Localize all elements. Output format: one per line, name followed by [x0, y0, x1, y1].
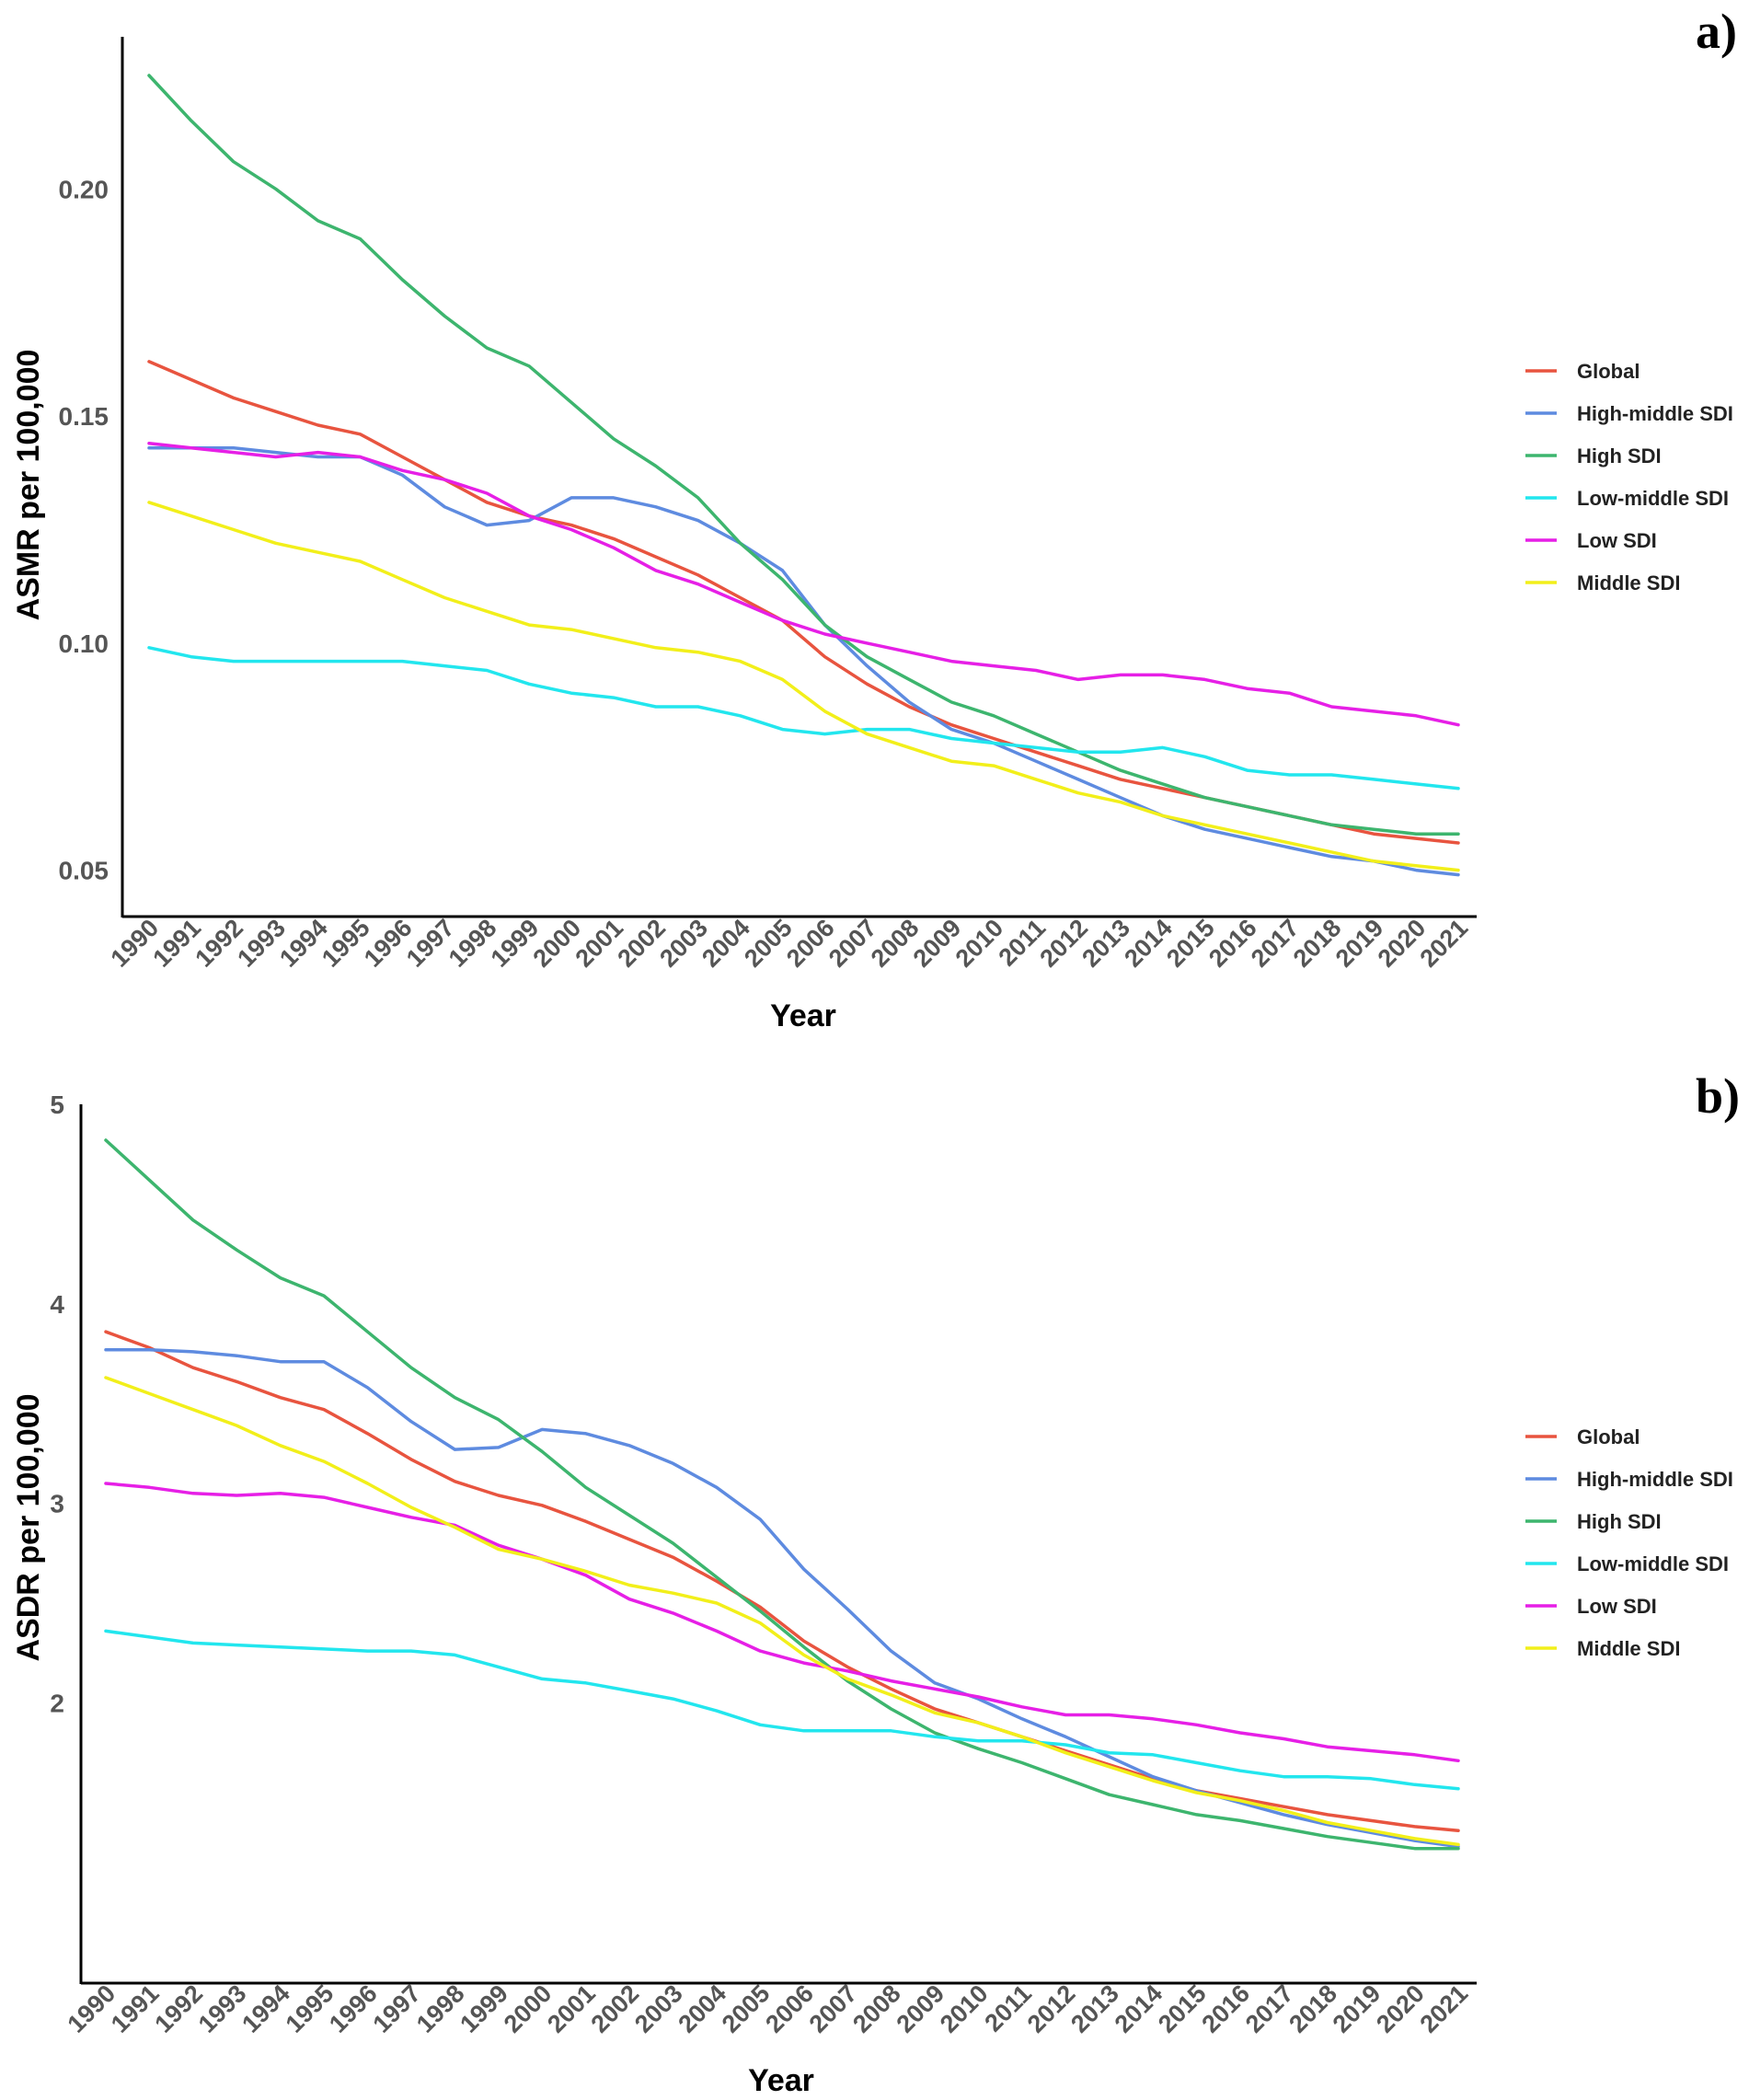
panel-b-legend-label-middle-sdi: Middle SDI	[1577, 1637, 1680, 1660]
panel-a-line-low-sdi	[147, 441, 1460, 727]
panel-b-legend-label-global: Global	[1577, 1425, 1640, 1448]
panel-a-y-ticks: 0.05 0.10 0.15 0.20	[59, 175, 109, 884]
panel-a-y-tick-label: 0.10	[59, 629, 109, 658]
panel-b-legend-label-high-middle-sdi: High-middle SDI	[1577, 1468, 1733, 1491]
panel-a-legend-label-low-sdi: Low SDI	[1577, 529, 1657, 552]
panel-b-line-low-middle-sdi	[104, 1629, 1460, 1791]
panel-a-line-high-sdi	[147, 74, 1460, 836]
panel-a-legend-label-low-middle-sdi: Low-middle SDI	[1577, 487, 1729, 510]
panel-a-legend-label-high-sdi: High SDI	[1577, 444, 1662, 467]
panel-b-legend-label-low-middle-sdi: Low-middle SDI	[1577, 1552, 1729, 1575]
panel-a-line-low-middle-sdi	[147, 646, 1460, 790]
panel-b-line-global	[104, 1330, 1460, 1832]
panel-a-label: a)	[1696, 4, 1737, 59]
panel-b-x-axis-title: Year	[748, 2063, 814, 2098]
panel-b-y-tick-label: 4	[50, 1290, 64, 1319]
panel-a-line-middle-sdi	[147, 501, 1460, 872]
panel-b-y-ticks: 2 3 4 5	[50, 1090, 64, 1717]
panel-a-legend-label-global: Global	[1577, 360, 1640, 383]
panel-b-y-axis-title: ASDR per 100,000	[11, 1393, 46, 1661]
panel-a-y-tick-label: 0.05	[59, 857, 109, 885]
panel-a-y-tick-label: 0.20	[59, 175, 109, 203]
panel-b-legend: Global High-middle SDI High SDI Low-middle …	[1525, 1425, 1733, 1660]
panel-b-legend-label-low-sdi: Low SDI	[1577, 1595, 1657, 1618]
panel-a-legend: Global High-middle SDI High SDI Low-middle …	[1525, 360, 1733, 594]
panel-a-y-axis-title: ASMR per 100,000	[11, 350, 46, 621]
panel-b-y-tick-label: 2	[50, 1689, 64, 1717]
panel-a-y-tick-label: 0.15	[59, 402, 109, 431]
panel-b-label: b)	[1696, 1068, 1740, 1124]
panel-b-line-middle-sdi	[104, 1376, 1460, 1847]
panel-a-legend-label-high-middle-sdi: High-middle SDI	[1577, 402, 1733, 425]
panel-a-x-axis-title: Year	[770, 998, 836, 1033]
panel-b-series-lines	[104, 1138, 1460, 1851]
panel-a-legend-label-middle-sdi: Middle SDI	[1577, 571, 1680, 594]
panel-b-y-tick-label: 3	[50, 1490, 64, 1518]
panel-a-series-lines	[147, 74, 1460, 877]
panel-b-line-low-sdi	[104, 1482, 1460, 1763]
panel-a: a) ASMR per 100,000 Year 0.05 0.10 0.15 0.2…	[11, 4, 1737, 1033]
panel-b-line-high-sdi	[104, 1138, 1460, 1851]
panel-b-y-tick-label: 5	[50, 1090, 64, 1119]
panel-b-legend-label-high-sdi: High SDI	[1577, 1510, 1662, 1533]
